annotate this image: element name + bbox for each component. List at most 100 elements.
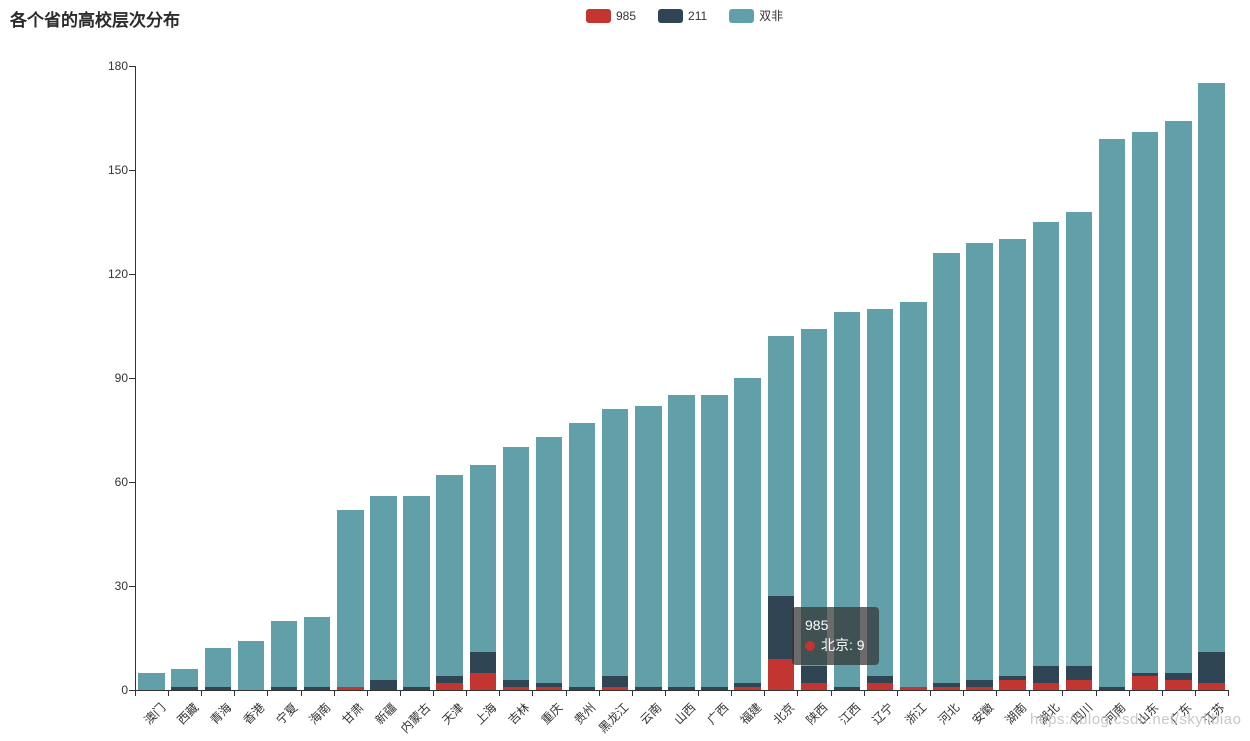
bar-segment-双非-山东[interactable] bbox=[1131, 131, 1159, 673]
bar-西藏[interactable] bbox=[171, 669, 198, 690]
bar-segment-211-辽宁[interactable] bbox=[866, 676, 894, 684]
bar-浙江[interactable] bbox=[900, 301, 927, 690]
bar-海南[interactable] bbox=[303, 617, 331, 690]
bar-segment-双非-黑龙江[interactable] bbox=[602, 409, 629, 677]
bar-上海[interactable] bbox=[469, 464, 496, 690]
bar-澳门[interactable] bbox=[138, 672, 165, 690]
bar-segment-双非-辽宁[interactable] bbox=[866, 308, 894, 677]
bar-重庆[interactable] bbox=[535, 436, 563, 690]
bar-segment-211-宁夏[interactable] bbox=[270, 686, 298, 690]
bar-segment-211-山东[interactable] bbox=[1131, 672, 1159, 677]
bar-segment-211-湖南[interactable] bbox=[999, 676, 1026, 680]
bar-segment-211-广东[interactable] bbox=[1165, 672, 1192, 680]
bar-segment-985-北京[interactable] bbox=[767, 658, 795, 690]
bar-segment-双非-四川[interactable] bbox=[1065, 211, 1093, 666]
bar-北京[interactable] bbox=[767, 336, 795, 690]
bar-湖南[interactable] bbox=[999, 239, 1026, 690]
bar-segment-211-河南[interactable] bbox=[1098, 686, 1126, 690]
bar-segment-双非-重庆[interactable] bbox=[535, 436, 563, 684]
bar-segment-双非-甘肃[interactable] bbox=[337, 509, 364, 687]
bar-segment-211-山西[interactable] bbox=[668, 686, 695, 690]
bar-segment-985-福建[interactable] bbox=[734, 686, 761, 690]
bar-segment-985-广东[interactable] bbox=[1165, 679, 1192, 690]
bar-segment-双非-浙江[interactable] bbox=[900, 301, 927, 687]
bar-segment-985-黑龙江[interactable] bbox=[602, 686, 629, 690]
bar-segment-双非-山西[interactable] bbox=[668, 395, 695, 687]
bar-segment-985-上海[interactable] bbox=[469, 672, 496, 690]
bar-segment-双非-湖南[interactable] bbox=[999, 239, 1026, 677]
bar-河北[interactable] bbox=[933, 253, 960, 690]
bar-广西[interactable] bbox=[701, 395, 728, 690]
bar-内蒙古[interactable] bbox=[403, 495, 430, 690]
bar-segment-双非-青海[interactable] bbox=[204, 648, 232, 687]
bar-segment-双非-福建[interactable] bbox=[734, 378, 761, 684]
bar-segment-双非-河北[interactable] bbox=[933, 253, 960, 684]
bar-segment-双非-北京[interactable] bbox=[767, 336, 795, 597]
bar-segment-211-福建[interactable] bbox=[734, 683, 761, 687]
bar-segment-985-重庆[interactable] bbox=[535, 686, 563, 690]
bar-云南[interactable] bbox=[635, 405, 662, 690]
bar-天津[interactable] bbox=[436, 475, 463, 690]
bar-湖北[interactable] bbox=[1032, 222, 1060, 690]
bar-segment-211-北京[interactable] bbox=[767, 596, 795, 659]
bar-segment-双非-贵州[interactable] bbox=[568, 423, 596, 687]
bar-贵州[interactable] bbox=[568, 423, 596, 690]
bar-segment-211-河北[interactable] bbox=[933, 683, 960, 687]
bar-segment-双非-吉林[interactable] bbox=[502, 447, 530, 680]
bar-segment-211-上海[interactable] bbox=[469, 651, 496, 673]
bar-segment-985-山东[interactable] bbox=[1131, 676, 1159, 690]
bar-新疆[interactable] bbox=[370, 495, 397, 690]
bar-segment-985-浙江[interactable] bbox=[900, 686, 927, 690]
bar-segment-985-甘肃[interactable] bbox=[337, 686, 364, 690]
bar-segment-211-四川[interactable] bbox=[1065, 665, 1093, 680]
bar-河南[interactable] bbox=[1098, 138, 1126, 690]
bar-segment-211-内蒙古[interactable] bbox=[403, 686, 430, 690]
bar-segment-985-陕西[interactable] bbox=[800, 683, 828, 690]
bar-segment-985-安徽[interactable] bbox=[966, 686, 993, 690]
bar-segment-985-吉林[interactable] bbox=[502, 686, 530, 690]
bar-segment-985-四川[interactable] bbox=[1065, 679, 1093, 690]
bar-segment-双非-陕西[interactable] bbox=[800, 329, 828, 666]
bar-segment-双非-江苏[interactable] bbox=[1198, 83, 1225, 652]
bar-segment-211-江西[interactable] bbox=[833, 686, 861, 690]
bar-香港[interactable] bbox=[237, 641, 265, 690]
bar-segment-双非-上海[interactable] bbox=[469, 464, 496, 652]
bar-segment-双非-香港[interactable] bbox=[237, 641, 265, 690]
bar-segment-211-青海[interactable] bbox=[204, 686, 232, 690]
bar-segment-双非-新疆[interactable] bbox=[370, 495, 397, 680]
bar-宁夏[interactable] bbox=[270, 620, 298, 690]
bar-segment-211-吉林[interactable] bbox=[502, 679, 530, 687]
bar-segment-双非-澳门[interactable] bbox=[138, 672, 165, 690]
bar-segment-双非-海南[interactable] bbox=[303, 617, 331, 687]
bar-山西[interactable] bbox=[668, 395, 695, 690]
legend-item-211[interactable]: 211 bbox=[658, 8, 707, 23]
bar-segment-985-江苏[interactable] bbox=[1198, 683, 1225, 690]
bar-segment-985-湖北[interactable] bbox=[1032, 683, 1060, 690]
bar-陕西[interactable] bbox=[800, 329, 828, 690]
bar-segment-双非-江西[interactable] bbox=[833, 312, 861, 687]
bar-segment-双非-西藏[interactable] bbox=[171, 669, 198, 687]
bar-江西[interactable] bbox=[833, 312, 861, 690]
legend-item-双非[interactable]: 双非 bbox=[729, 7, 783, 24]
bar-甘肃[interactable] bbox=[337, 509, 364, 690]
bar-segment-211-湖北[interactable] bbox=[1032, 665, 1060, 684]
bar-segment-985-湖南[interactable] bbox=[999, 679, 1026, 690]
bar-segment-985-天津[interactable] bbox=[436, 683, 463, 690]
bar-青海[interactable] bbox=[204, 648, 232, 690]
bar-黑龙江[interactable] bbox=[602, 409, 629, 690]
bar-segment-211-新疆[interactable] bbox=[370, 679, 397, 690]
legend-item-985[interactable]: 985 bbox=[586, 8, 636, 23]
bar-segment-双非-天津[interactable] bbox=[436, 475, 463, 677]
bar-segment-双非-内蒙古[interactable] bbox=[403, 495, 430, 687]
bar-segment-双非-云南[interactable] bbox=[635, 405, 662, 687]
bar-吉林[interactable] bbox=[502, 447, 530, 690]
bar-segment-211-西藏[interactable] bbox=[171, 686, 198, 690]
bar-安徽[interactable] bbox=[966, 242, 993, 690]
bar-segment-985-辽宁[interactable] bbox=[866, 683, 894, 690]
bar-四川[interactable] bbox=[1065, 211, 1093, 690]
bar-福建[interactable] bbox=[734, 378, 761, 690]
bar-segment-211-重庆[interactable] bbox=[535, 683, 563, 687]
bar-segment-双非-广西[interactable] bbox=[701, 395, 728, 687]
bar-segment-985-河北[interactable] bbox=[933, 686, 960, 690]
bar-辽宁[interactable] bbox=[866, 308, 894, 690]
